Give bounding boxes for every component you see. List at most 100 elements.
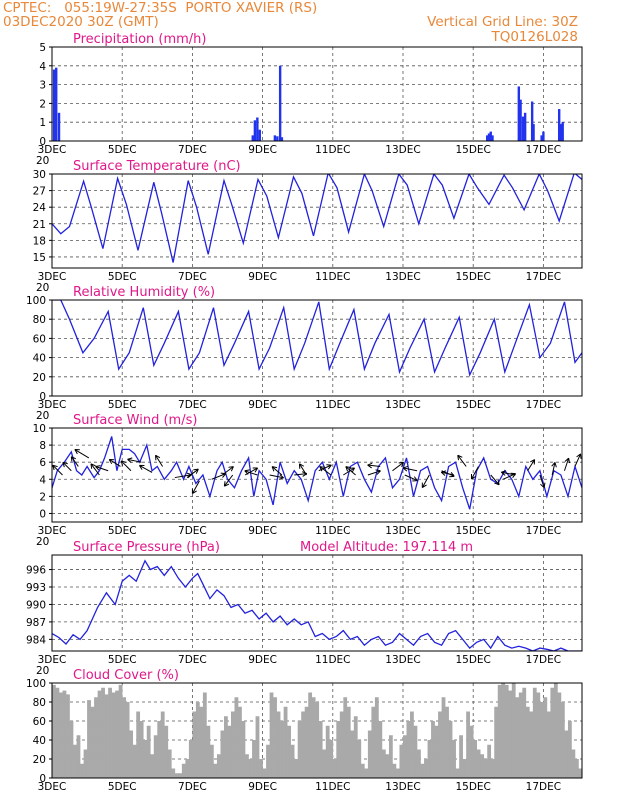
x-tick-label: 7DEC <box>178 144 207 156</box>
cloud-bar <box>87 700 91 778</box>
cloud-bar <box>515 697 520 778</box>
cloud-bar <box>322 749 327 778</box>
x-tick-label: 11DEC <box>315 781 350 793</box>
cloud-bar <box>448 721 453 778</box>
x-tick-label: 17DEC <box>526 781 561 793</box>
cloud-bar <box>315 702 320 778</box>
wind-arrow <box>367 462 381 469</box>
cloud-bar <box>94 697 98 778</box>
x-tick-label: 13DEC <box>385 525 420 537</box>
y-tick-label: 984 <box>26 634 46 646</box>
y-tick-label: 0 <box>39 391 46 403</box>
x-tick-label: 17DEC <box>526 144 561 156</box>
x-tick-label: 15DEC <box>455 525 490 537</box>
panel-frame <box>51 554 583 652</box>
x-tick-label: 3DEC <box>38 271 67 283</box>
y-tick-label: 80 <box>33 697 46 709</box>
x-tick-label: 11DEC <box>315 271 350 283</box>
x-tick-label: 3DEC <box>38 525 67 537</box>
x-tick-label: 5DEC <box>108 399 137 411</box>
x-tick-label: 9DEC <box>248 654 277 666</box>
cloud-bar <box>424 759 428 778</box>
panel-temperature: 15 18 21 24 27 30 3DEC 5DEC 7DEC 9DEC 11DEC 13DEC 15… <box>33 159 583 294</box>
cloud-bar <box>487 744 492 778</box>
cloud-bar <box>266 744 270 778</box>
cloud-bar <box>395 768 400 778</box>
y-tick-label: 996 <box>26 565 46 577</box>
cloud-cover-data <box>52 683 582 778</box>
cloud-bar <box>483 759 488 778</box>
panel-frame <box>51 46 583 142</box>
y-tick-label: 1 <box>39 117 46 129</box>
cloud-bar <box>294 759 298 778</box>
cloud-bar <box>308 692 313 778</box>
x-tick-label: 11DEC <box>315 144 350 156</box>
cloud-bar <box>325 725 330 778</box>
cloud-bar <box>497 684 502 778</box>
cloud-bar <box>431 721 435 778</box>
panel-frame <box>51 682 583 779</box>
cloud-bar <box>385 754 390 778</box>
cloud-bar <box>350 730 355 778</box>
cloud-bar <box>560 702 565 778</box>
x-tick-label: 13DEC <box>385 144 420 156</box>
humidity-line <box>52 300 582 377</box>
wind-arrow <box>392 461 405 472</box>
panel-precipitation: 0 1 2 3 4 5 3DEC 5DEC 7DEC 9DEC 11DEC 13DEC 15DEC 17D… <box>36 32 583 167</box>
temperature-line <box>52 174 582 263</box>
cloud-bar <box>125 702 130 778</box>
x-year-fragment: 20 <box>36 282 49 294</box>
y-tick-label: 6 <box>39 457 46 469</box>
pressure-line <box>52 559 582 651</box>
y-tick-label: 4 <box>39 61 46 73</box>
wind-arrow <box>191 480 200 495</box>
wind-arrow <box>155 454 163 467</box>
cloud-bar <box>494 706 499 778</box>
panel-title: Precipitation (mm/h) <box>73 32 206 47</box>
x-tick-label: 3DEC <box>38 781 67 793</box>
wind-arrow <box>120 460 132 472</box>
x-year-fragment: 20 <box>36 665 49 677</box>
cloud-bar <box>146 725 151 778</box>
header-model-code: TQ0126L028 <box>491 29 578 45</box>
cloud-bar <box>360 763 365 778</box>
cloud-bar <box>445 706 449 778</box>
wind-arrow <box>221 466 234 476</box>
wind-arrow <box>563 457 571 471</box>
panel-title: Relative Humidity (%) <box>73 285 215 300</box>
cloud-bar <box>466 711 470 778</box>
wind-arrow <box>90 463 100 476</box>
wind-arrow <box>457 454 467 467</box>
y-tick-label: 993 <box>26 582 46 594</box>
cloud-bar <box>227 725 232 778</box>
cloud-bar <box>469 725 474 778</box>
x-tick-label: 3DEC <box>38 144 67 156</box>
x-tick-label: 13DEC <box>385 271 420 283</box>
cloud-bar <box>290 744 295 778</box>
cloud-bar <box>202 692 207 778</box>
cloud-bar <box>150 754 155 778</box>
x-tick-label: 5DEC <box>108 144 137 156</box>
x-tick-label: 3DEC <box>38 399 67 411</box>
y-tick-label: 2 <box>39 491 46 503</box>
cloud-bar <box>578 768 582 778</box>
cloud-bar <box>241 721 246 778</box>
y-tick-label: 2 <box>39 98 46 110</box>
panel-frame <box>51 427 583 523</box>
x-tick-label: 15DEC <box>455 654 490 666</box>
cloud-bar <box>441 697 446 778</box>
x-tick-label: 13DEC <box>385 399 420 411</box>
cloud-bar <box>427 740 432 778</box>
y-tick-label: 60 <box>33 716 46 728</box>
cloud-bar <box>410 711 414 778</box>
y-tick-label: 5 <box>39 42 46 54</box>
cloud-bar <box>248 759 253 778</box>
wind-arrow <box>500 470 516 476</box>
cloud-bar <box>434 725 439 778</box>
x-tick-label: 7DEC <box>178 781 207 793</box>
cloud-bar <box>522 687 527 778</box>
wind-arrow <box>440 470 454 476</box>
y-tick-label: 60 <box>33 333 46 345</box>
cloud-bar <box>238 706 242 778</box>
x-year-fragment: 20 <box>36 410 49 422</box>
